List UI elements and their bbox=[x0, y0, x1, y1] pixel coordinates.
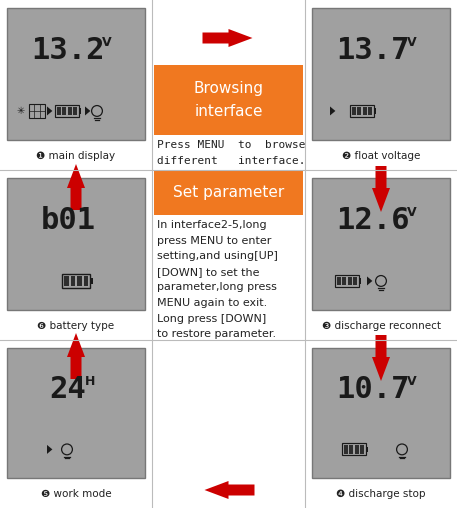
Bar bbox=[344, 445, 348, 454]
Polygon shape bbox=[372, 166, 390, 212]
Text: ❸ discharge reconnect: ❸ discharge reconnect bbox=[322, 321, 441, 331]
Polygon shape bbox=[67, 164, 85, 210]
Text: V: V bbox=[407, 375, 417, 388]
Text: 13.7: 13.7 bbox=[336, 36, 410, 65]
Text: Press MENU  to  browse
different   interface.: Press MENU to browse different interface… bbox=[157, 140, 305, 166]
Text: Browsing
interface: Browsing interface bbox=[193, 81, 264, 118]
Text: ❹ discharge stop: ❹ discharge stop bbox=[336, 489, 426, 499]
Bar bbox=[79, 108, 81, 113]
Bar bbox=[337, 277, 340, 285]
Text: 24: 24 bbox=[50, 375, 86, 404]
Bar bbox=[154, 170, 303, 215]
Bar bbox=[62, 107, 66, 115]
Bar bbox=[77, 276, 81, 286]
Bar bbox=[349, 445, 353, 454]
Bar bbox=[74, 107, 77, 115]
Bar bbox=[342, 443, 366, 455]
Bar bbox=[359, 278, 361, 283]
Bar bbox=[312, 348, 450, 478]
Bar bbox=[350, 105, 374, 117]
Bar bbox=[368, 107, 372, 115]
Polygon shape bbox=[202, 29, 253, 47]
Text: ❻ battery type: ❻ battery type bbox=[37, 321, 115, 331]
Bar bbox=[62, 274, 90, 288]
Polygon shape bbox=[330, 107, 335, 115]
Text: ✳: ✳ bbox=[17, 106, 25, 116]
Bar bbox=[363, 107, 367, 115]
Bar bbox=[154, 65, 303, 135]
Bar bbox=[353, 277, 357, 285]
Bar bbox=[366, 447, 368, 452]
Bar bbox=[64, 276, 69, 286]
Text: ❶ main display: ❶ main display bbox=[37, 151, 116, 161]
Bar bbox=[352, 107, 356, 115]
Bar bbox=[55, 105, 79, 117]
Bar bbox=[29, 104, 45, 118]
Text: V: V bbox=[407, 36, 417, 49]
Bar bbox=[357, 107, 361, 115]
Text: 13.2: 13.2 bbox=[31, 36, 105, 65]
Polygon shape bbox=[85, 107, 90, 115]
Bar bbox=[84, 276, 88, 286]
Bar bbox=[374, 108, 377, 113]
Bar bbox=[361, 445, 364, 454]
Bar bbox=[7, 178, 145, 310]
Bar bbox=[342, 277, 346, 285]
Text: 12.6: 12.6 bbox=[336, 206, 410, 235]
Bar bbox=[57, 107, 61, 115]
Text: V: V bbox=[102, 36, 112, 49]
Text: Set parameter: Set parameter bbox=[173, 185, 284, 200]
Text: ❺ work mode: ❺ work mode bbox=[41, 489, 112, 499]
Text: ❷ float voltage: ❷ float voltage bbox=[342, 151, 420, 161]
Text: V: V bbox=[407, 206, 417, 219]
Polygon shape bbox=[67, 333, 85, 379]
Bar bbox=[335, 275, 359, 287]
Bar bbox=[7, 8, 145, 140]
Bar bbox=[312, 178, 450, 310]
Polygon shape bbox=[47, 445, 53, 454]
Text: b01: b01 bbox=[40, 206, 96, 235]
Polygon shape bbox=[372, 335, 390, 381]
Bar bbox=[7, 348, 145, 478]
Bar bbox=[348, 277, 352, 285]
Bar bbox=[312, 8, 450, 140]
Text: 10.7: 10.7 bbox=[336, 375, 410, 404]
Polygon shape bbox=[367, 276, 372, 285]
Bar bbox=[355, 445, 359, 454]
Polygon shape bbox=[47, 107, 53, 115]
Bar bbox=[90, 278, 93, 284]
Bar bbox=[68, 107, 72, 115]
Text: In interface2-5,long
press MENU to enter
setting,and using[UP]
[DOWN] to set the: In interface2-5,long press MENU to enter… bbox=[157, 220, 278, 339]
Bar bbox=[70, 276, 75, 286]
Text: H: H bbox=[85, 375, 96, 388]
Polygon shape bbox=[204, 481, 255, 499]
